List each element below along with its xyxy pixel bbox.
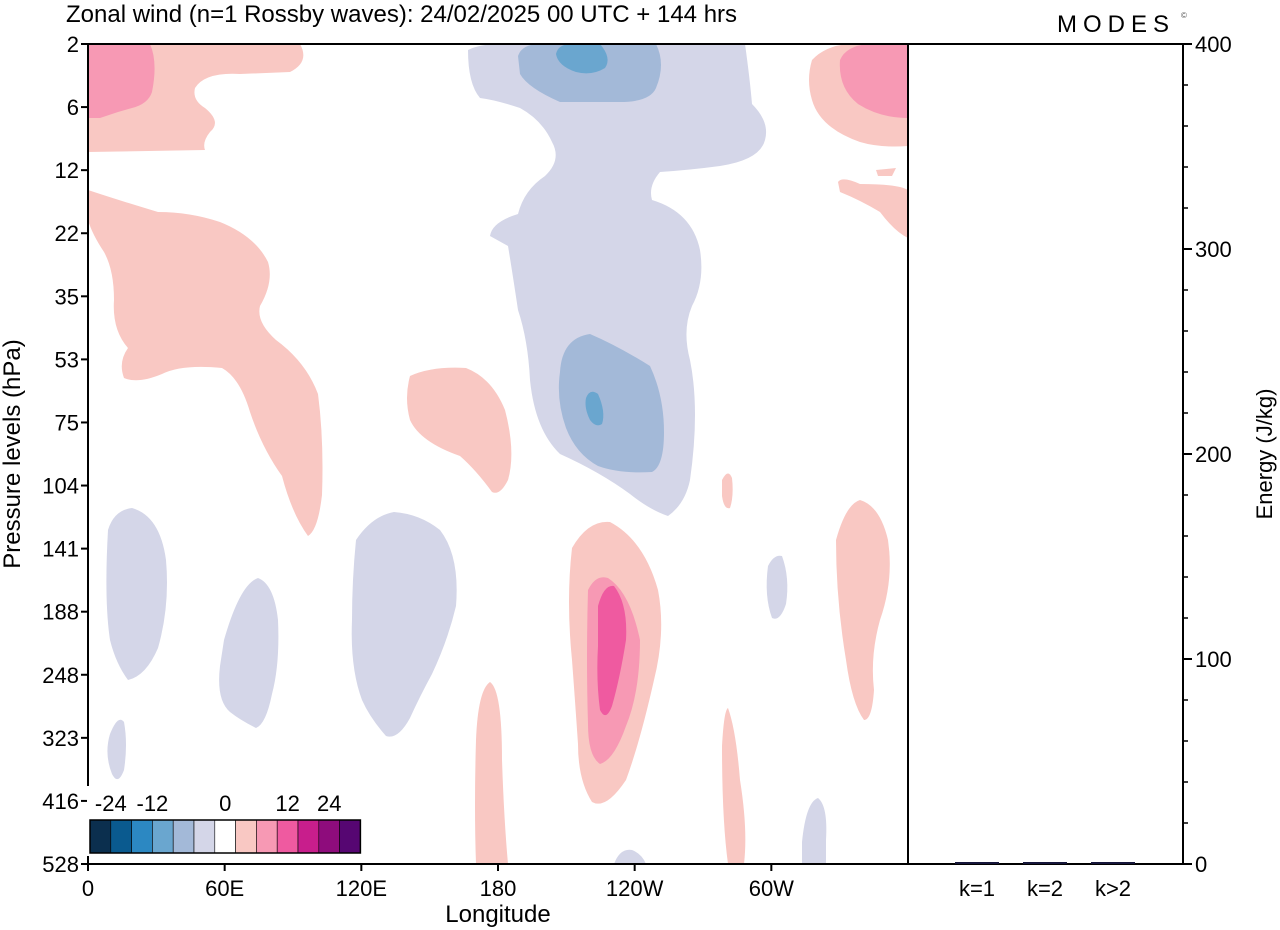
x-tick-label: 180	[480, 876, 517, 901]
x-tick-label: 120W	[606, 876, 664, 901]
y-tick-label: 416	[42, 789, 79, 814]
y-tick-label: 6	[67, 95, 79, 120]
colorbar-cell	[297, 819, 320, 854]
y-tick-label: 528	[42, 852, 79, 877]
energy-tick-label: 300	[1195, 237, 1232, 262]
energy-tick-label: 400	[1195, 32, 1232, 57]
contour-region	[722, 708, 746, 864]
y-tick-label: 188	[42, 600, 79, 625]
colorbar-frame	[89, 819, 362, 854]
y-tick-label: 323	[42, 726, 79, 751]
contour-region	[876, 168, 896, 176]
colorbar-cell	[193, 819, 216, 854]
longitude-axis: 0 60E 120E 180 120W 60W	[82, 864, 794, 901]
energy-tick-label: 100	[1195, 647, 1232, 672]
contour-region	[88, 190, 323, 536]
colorbar-cell	[89, 819, 112, 854]
contour-region	[475, 682, 508, 864]
modes-logo: MODES	[1057, 11, 1175, 38]
contour-region	[558, 334, 664, 473]
contour-region	[107, 719, 126, 780]
colorbar-cell	[318, 819, 340, 854]
contour-region	[597, 585, 627, 716]
modes-logo-mark: ©	[1181, 11, 1187, 20]
energy-category-label: k=2	[1027, 876, 1063, 901]
energy-tick-label: 0	[1195, 852, 1207, 877]
colorbar-cell	[131, 819, 153, 854]
contour-region	[88, 44, 155, 118]
colorbar-cell	[214, 819, 236, 854]
x-tick-label: 120E	[336, 876, 387, 901]
colorbar-cell	[339, 819, 361, 854]
contour-region	[468, 44, 767, 516]
energy-bar	[955, 862, 999, 864]
energy-category-label: k>2	[1095, 876, 1131, 901]
energy-axis: 0 100 200 300 400	[1183, 32, 1232, 877]
y-tick-label: 22	[55, 221, 79, 246]
contour-region	[836, 500, 890, 720]
y-tick-label: 2	[67, 32, 79, 57]
y-tick-label: 141	[42, 537, 79, 562]
contour-region	[802, 798, 827, 864]
colorbar-cell	[172, 819, 195, 854]
energy-bar	[1091, 862, 1135, 864]
x-tick-label: 60W	[749, 876, 794, 901]
colorbar-label: -24	[95, 791, 127, 816]
y-tick-label: 35	[55, 284, 79, 309]
contour-region	[766, 555, 788, 619]
contour-plot	[87, 43, 909, 865]
y-tick-label: 75	[55, 410, 79, 435]
chart-title: Zonal wind (n=1 Rossby waves): 24/02/202…	[66, 1, 737, 28]
energy-frame	[907, 43, 1184, 865]
colorbar-cell	[256, 819, 278, 854]
contour-region	[219, 578, 279, 728]
y-axis-label: Pressure levels (hPa)	[0, 339, 26, 568]
colorbar-label: -12	[137, 791, 169, 816]
colorbar-label: 12	[275, 791, 299, 816]
contour-region	[722, 473, 733, 509]
contour-region	[839, 44, 908, 118]
energy-bars: k=1 k=2 k>2	[955, 862, 1135, 901]
contour-region	[556, 44, 608, 74]
contour-region	[614, 849, 646, 864]
contour-region	[407, 367, 512, 493]
contour-region	[106, 508, 167, 680]
colorbar-label: 0	[219, 791, 231, 816]
colorbar-cell	[276, 819, 299, 854]
x-tick-label: 0	[82, 876, 94, 901]
contour-region	[351, 512, 457, 737]
pressure-axis: 2 6 12 22 35 53 75 104 141 188 248 323 416 528	[42, 32, 88, 877]
colorbar-cell	[110, 819, 132, 854]
energy-tick-label: 200	[1195, 442, 1232, 467]
colorbar-cell	[235, 819, 257, 854]
y-tick-label: 12	[55, 158, 79, 183]
energy-bar	[1023, 862, 1067, 864]
y-tick-label: 53	[55, 347, 79, 372]
y-tick-label: 104	[42, 474, 79, 499]
contour-region	[585, 391, 604, 426]
colorbar-cell	[152, 819, 174, 854]
contour-region	[838, 179, 908, 238]
colorbar-label: 24	[317, 791, 341, 816]
y-tick-label: 248	[42, 663, 79, 688]
energy-panel: k=1 k=2 k>2 0 100 200 300 400 Energy (J/kg)	[907, 32, 1277, 901]
energy-category-label: k=1	[959, 876, 995, 901]
contour-fills	[88, 44, 908, 864]
energy-axis-label: Energy (J/kg)	[1252, 389, 1277, 520]
x-axis-label: Longitude	[445, 901, 550, 928]
x-tick-label: 60E	[205, 876, 244, 901]
colorbar: -24 -12 0 12 24	[87, 786, 364, 856]
